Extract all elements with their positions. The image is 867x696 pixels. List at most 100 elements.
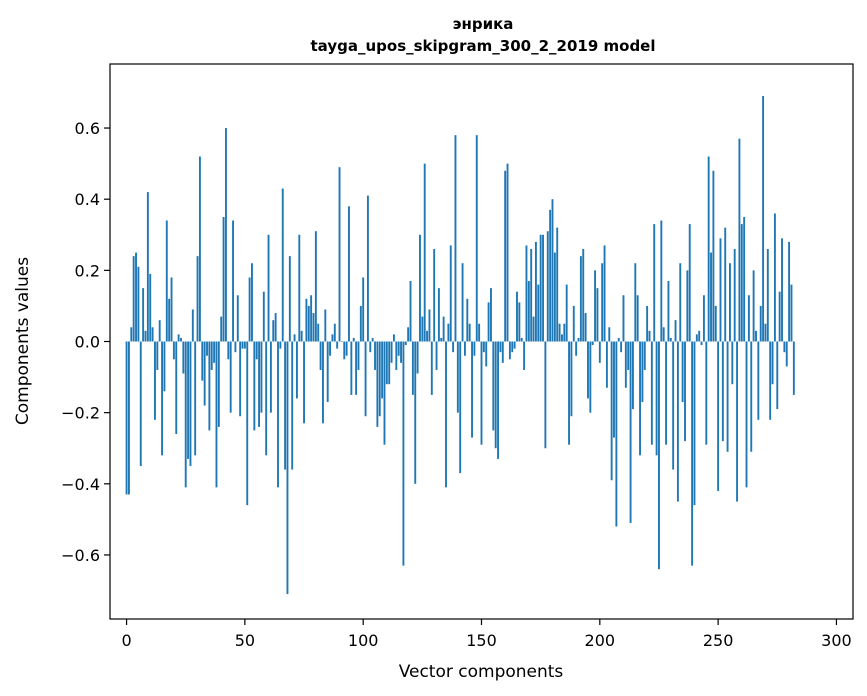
bar-183 <box>558 323 561 342</box>
bar-4 <box>135 252 137 342</box>
bar-121 <box>411 341 414 395</box>
bar-253 <box>724 227 727 342</box>
bar-251 <box>719 238 722 342</box>
bar-236 <box>684 341 686 442</box>
bar-115 <box>397 341 400 356</box>
bar-247 <box>710 252 712 342</box>
y-tick-label: −0.6 <box>61 546 100 565</box>
bar-200 <box>598 341 601 363</box>
bar-129 <box>430 341 433 395</box>
bar-202 <box>603 245 606 342</box>
bar-22 <box>177 334 180 342</box>
bar-269 <box>762 96 765 342</box>
bar-209 <box>620 341 623 353</box>
bar-122 <box>414 341 417 484</box>
bar-151 <box>482 341 485 353</box>
x-axis-label: Vector components <box>399 662 564 682</box>
bar-16 <box>163 341 166 392</box>
bar-159 <box>501 341 504 363</box>
bar-261 <box>743 216 746 342</box>
bar-101 <box>364 341 367 417</box>
bar-267 <box>757 341 760 420</box>
bar-229 <box>667 281 670 342</box>
bar-111 <box>388 341 391 385</box>
bar-147 <box>473 341 476 356</box>
bar-30 <box>196 256 199 342</box>
bar-38 <box>215 341 218 488</box>
bar-216 <box>636 295 639 342</box>
bar-196 <box>589 341 592 413</box>
bar-152 <box>485 341 488 367</box>
bar-143 <box>463 341 466 356</box>
bar-271 <box>766 249 769 342</box>
bar-244 <box>702 295 705 342</box>
bar-19 <box>170 277 173 342</box>
bar-69 <box>288 256 291 342</box>
bar-49 <box>241 341 244 349</box>
bar-176 <box>542 234 544 342</box>
bar-55 <box>255 341 258 360</box>
bar-41 <box>222 216 225 342</box>
bar-233 <box>676 341 679 502</box>
bar-51 <box>246 341 249 506</box>
bar-89 <box>336 341 339 349</box>
bar-60 <box>267 234 270 342</box>
bar-91 <box>340 341 343 342</box>
bar-132 <box>437 288 440 342</box>
bar-113 <box>393 334 395 342</box>
bar-270 <box>764 323 767 342</box>
bar-84 <box>324 309 327 342</box>
bar-43 <box>227 341 230 360</box>
bar-219 <box>643 341 646 370</box>
bar-241 <box>695 334 698 342</box>
bar-50 <box>243 341 246 349</box>
bar-65 <box>279 341 282 349</box>
bar-255 <box>729 263 731 342</box>
bar-53 <box>251 263 253 342</box>
bar-119 <box>407 327 410 342</box>
bar-198 <box>594 270 597 342</box>
bar-237 <box>686 270 689 342</box>
bar-277 <box>781 238 783 342</box>
bar-190 <box>575 341 578 356</box>
bar-12 <box>154 341 156 420</box>
bar-224 <box>655 341 658 456</box>
bar-7 <box>142 288 145 342</box>
bar-15 <box>161 341 163 456</box>
bar-210 <box>622 295 625 342</box>
bar-47 <box>236 295 239 342</box>
bar-166 <box>518 302 521 342</box>
y-axis-label: Components values <box>13 257 33 425</box>
chart-subtitle: tayga_upos_skipgram_300_2_2019 model <box>311 37 656 55</box>
y-tick-label: 0.0 <box>75 333 100 352</box>
bar-59 <box>265 341 268 456</box>
bar-259 <box>738 138 741 342</box>
x-axis-ticks: 0 50 100 150 200 250 300 <box>121 619 852 650</box>
bar-127 <box>426 330 429 342</box>
bar-11 <box>151 327 154 342</box>
bar-46 <box>234 341 237 353</box>
bar-213 <box>629 341 632 523</box>
bar-93 <box>345 341 348 356</box>
bar-260 <box>740 224 743 342</box>
bar-103 <box>369 341 372 353</box>
bar-125 <box>421 316 424 342</box>
bar-177 <box>544 341 547 449</box>
bar-257 <box>733 249 736 342</box>
bar-235 <box>681 341 684 402</box>
bar-173 <box>534 241 537 342</box>
bar-245 <box>705 341 708 445</box>
bar-218 <box>641 341 644 402</box>
bar-72 <box>295 341 298 399</box>
bar-45 <box>232 220 234 342</box>
bar-71 <box>293 334 296 342</box>
bar-208 <box>617 337 620 342</box>
bar-239 <box>691 341 694 566</box>
bar-262 <box>745 341 748 488</box>
bar-282 <box>792 341 795 395</box>
bar-197 <box>591 341 594 346</box>
bar-62 <box>272 320 275 342</box>
bar-139 <box>454 135 457 342</box>
bar-154 <box>490 288 492 342</box>
